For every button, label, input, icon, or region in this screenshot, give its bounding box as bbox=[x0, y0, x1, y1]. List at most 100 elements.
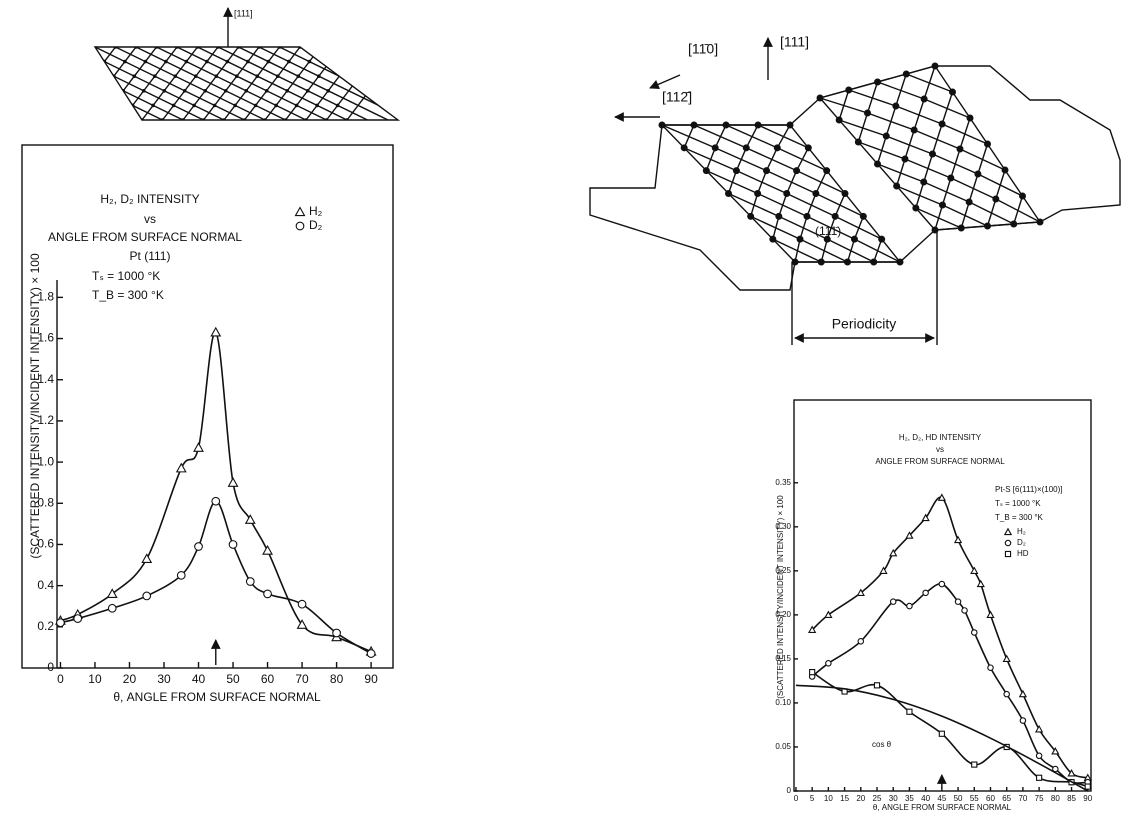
circle-marker bbox=[962, 608, 967, 613]
triangle-marker bbox=[955, 537, 961, 543]
fit-curve bbox=[812, 584, 1088, 783]
lattice-line bbox=[60, 47, 116, 120]
triangle-marker bbox=[194, 443, 203, 451]
circle-marker bbox=[1005, 540, 1010, 545]
triangle-marker bbox=[296, 208, 305, 216]
circle-marker bbox=[939, 581, 944, 586]
square-marker bbox=[1005, 551, 1010, 556]
x-tick-label: 25 bbox=[873, 794, 882, 803]
x-axis-title: θ, ANGLE FROM SURFACE NORMAL bbox=[113, 690, 321, 704]
terrace-grid bbox=[659, 63, 1044, 266]
x-tick-label: 55 bbox=[970, 794, 979, 803]
y-tick-label: 0.6 bbox=[37, 537, 54, 551]
square-marker bbox=[939, 731, 944, 736]
circle-marker bbox=[57, 619, 65, 627]
lattice-line bbox=[40, 47, 96, 120]
circle-marker bbox=[988, 665, 993, 670]
terrace bbox=[662, 125, 900, 262]
y-tick-label: 0.05 bbox=[775, 742, 791, 751]
circle-marker bbox=[1036, 753, 1041, 758]
lattice-line bbox=[280, 47, 430, 120]
direction-label: [111] bbox=[780, 34, 809, 50]
curve-label: cos θ bbox=[872, 740, 892, 749]
y-tick-label: 0.8 bbox=[37, 495, 54, 509]
triangle-marker bbox=[971, 568, 977, 574]
square-marker bbox=[874, 683, 879, 688]
x-tick-label: 5 bbox=[810, 794, 815, 803]
circle-marker bbox=[74, 615, 82, 623]
x-tick-label: 50 bbox=[954, 794, 963, 803]
x-axis-title: θ, ANGLE FROM SURFACE NORMAL bbox=[873, 803, 1012, 812]
direction-label: [11̄0] bbox=[688, 41, 718, 57]
x-tick-label: 70 bbox=[1018, 794, 1027, 803]
legend-label: D₂ bbox=[1017, 538, 1026, 547]
y-tick-label: 0 bbox=[787, 786, 792, 795]
y-tick-label: 0.30 bbox=[775, 522, 791, 531]
legend-label: D₂ bbox=[309, 218, 323, 232]
triangle-marker bbox=[1003, 656, 1009, 662]
legend-label: H₂ bbox=[309, 204, 323, 218]
lattice-line bbox=[34, 47, 184, 120]
circle-marker bbox=[229, 541, 237, 549]
triangle-marker bbox=[978, 581, 984, 587]
x-tick-label: 65 bbox=[1002, 794, 1011, 803]
triangle-marker bbox=[142, 554, 151, 562]
x-tick-label: 15 bbox=[840, 794, 849, 803]
fit-curve bbox=[60, 501, 371, 653]
circle-marker bbox=[212, 497, 220, 505]
lattice-line bbox=[706, 148, 715, 171]
circle-marker bbox=[923, 590, 928, 595]
circle-marker bbox=[246, 578, 254, 586]
square-marker bbox=[1085, 784, 1090, 789]
circle-marker bbox=[972, 630, 977, 635]
triangle-marker bbox=[211, 328, 220, 336]
triangle-marker bbox=[987, 612, 993, 618]
annotation: Tₛ = 1000 °K bbox=[995, 499, 1041, 508]
direction-label: [112̄] bbox=[662, 89, 692, 105]
lattice-line bbox=[933, 124, 943, 154]
fit-curve bbox=[812, 672, 1088, 786]
square-marker bbox=[810, 670, 815, 675]
y-tick-label: 0 bbox=[47, 660, 54, 674]
circle-marker bbox=[298, 600, 306, 608]
y-tick-label: 0.25 bbox=[775, 566, 791, 575]
lattice-line bbox=[969, 174, 978, 202]
x-tick-label: 30 bbox=[889, 794, 898, 803]
circle-marker bbox=[177, 572, 185, 580]
square-marker bbox=[1037, 775, 1042, 780]
x-tick-label: 30 bbox=[157, 672, 171, 686]
lattice-line bbox=[779, 194, 787, 217]
lattice-line bbox=[988, 199, 996, 226]
x-tick-label: 90 bbox=[1083, 794, 1092, 803]
lattice-line bbox=[924, 66, 935, 99]
period-label: Periodicity bbox=[832, 316, 897, 332]
x-tick-label: 60 bbox=[986, 794, 995, 803]
triangle-marker bbox=[1005, 529, 1011, 535]
lattice-line bbox=[960, 118, 970, 149]
legend-label: H₂ bbox=[1017, 527, 1026, 536]
lattice-grid bbox=[0, 45, 450, 122]
lattice-line bbox=[942, 92, 952, 124]
y-tick-label: 1.8 bbox=[37, 290, 54, 304]
lattice-line bbox=[715, 125, 726, 148]
x-tick-label: 60 bbox=[261, 672, 275, 686]
page: [111] [11̄0] [111] [112̄] (111̄) Periodi… bbox=[0, 0, 1123, 816]
lattice-line bbox=[751, 194, 758, 217]
x-tick-label: 20 bbox=[856, 794, 865, 803]
plot-frame bbox=[22, 145, 393, 668]
chart-title: vs bbox=[936, 445, 944, 454]
y-tick-label: 0.35 bbox=[775, 478, 791, 487]
triangle-marker bbox=[246, 515, 255, 523]
lattice-line bbox=[914, 99, 924, 130]
y-tick-label: 1.2 bbox=[37, 413, 54, 427]
lattice-line bbox=[821, 239, 827, 262]
y-tick-label: 0.15 bbox=[775, 654, 791, 663]
y-tick-label: 0.20 bbox=[775, 610, 791, 619]
lattice-line bbox=[848, 239, 855, 262]
stepped-surface: [11̄0] [111] [112̄] (111̄) Periodicity bbox=[590, 34, 1120, 345]
chart-title: H₂, D₂, HD INTENSITY bbox=[899, 433, 982, 442]
figure: [111] [11̄0] [111] [112̄] (111̄) Periodi… bbox=[0, 0, 1123, 816]
lattice-line bbox=[951, 149, 960, 178]
circle-marker bbox=[195, 543, 203, 551]
lattice-line bbox=[996, 170, 1005, 199]
